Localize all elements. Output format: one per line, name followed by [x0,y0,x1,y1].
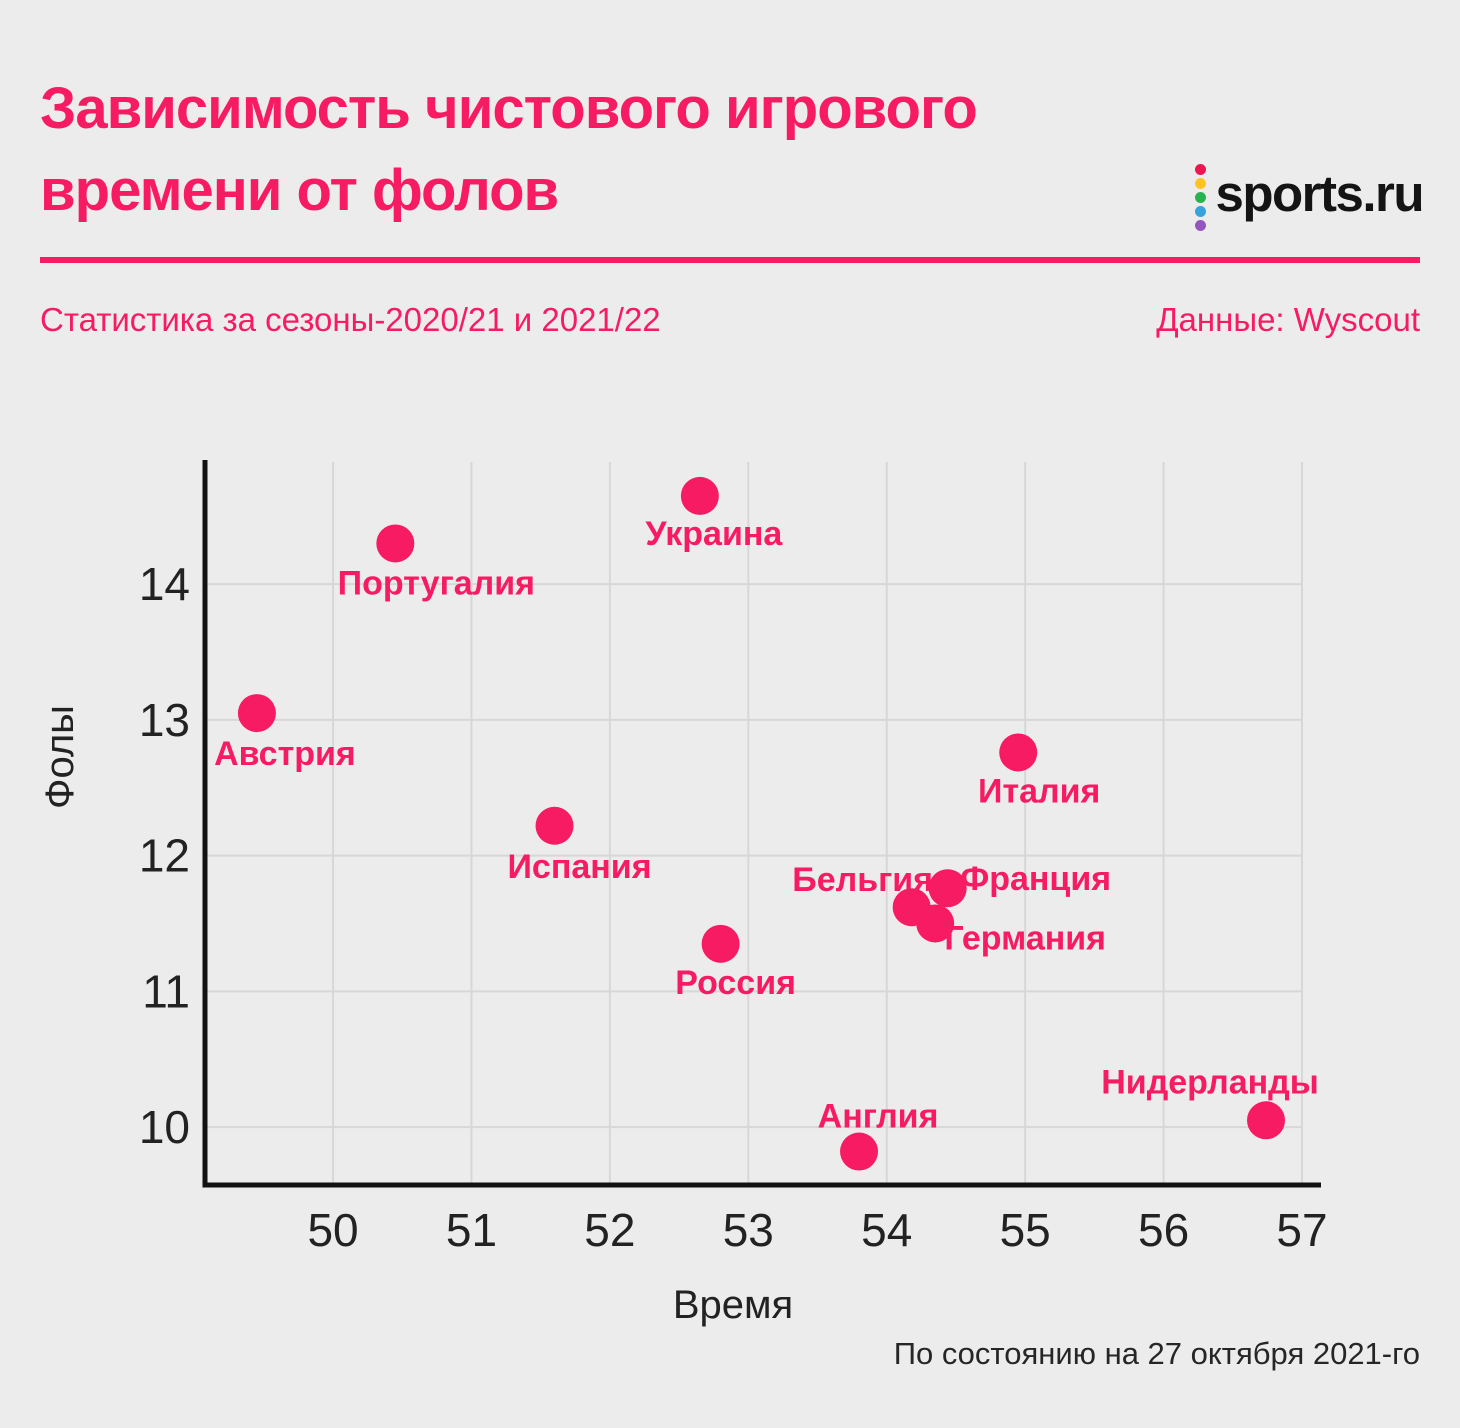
x-tick-label-52: 52 [584,1204,635,1256]
logo-dot-0 [1195,164,1207,175]
x-axis-title: Время [673,1283,793,1327]
data-point-Испания [535,806,574,845]
x-tick-label-54: 54 [861,1204,912,1256]
data-point-label-Англия: Англия [818,1098,939,1136]
data-point-Россия [701,924,740,963]
data-point-label-Франция: Франция [960,860,1111,898]
y-axis-title: Фолы [38,705,82,809]
y-tick-label-13: 13 [139,694,190,746]
y-tick-label-14: 14 [139,558,190,610]
page-title-line2: времени от фолов [40,158,559,223]
logo-dot-1 [1195,178,1207,189]
data-point-label-Нидерланды: Нидерланды [1101,1063,1319,1101]
data-point-label-Австрия: Австрия [214,735,356,773]
footer-note: По состоянию на 27 октября 2021-го [893,1336,1420,1371]
data-point-Нидерланды [1247,1101,1286,1140]
y-tick-label-12: 12 [139,830,190,882]
data-point-label-Украина: Украина [645,515,783,553]
sportsru-logo-text: sports.ru [1215,165,1424,222]
data-point-label-Бельгия: Бельгия [792,861,933,899]
data-point-label-Испания: Испания [507,848,651,886]
x-tick-label-56: 56 [1138,1204,1189,1256]
x-tick-label-53: 53 [723,1204,774,1256]
data-point-Франция [928,869,967,908]
data-point-label-Россия: Россия [675,964,796,1002]
subtitle-source: Данные: Wyscout [1156,301,1420,338]
logo-dot-3 [1195,206,1207,217]
data-point-Германия [916,904,955,943]
data-point-label-Германия: Германия [944,919,1106,957]
page-title: Зависимость чистового игрового времени о… [40,68,978,232]
data-point-Португалия [376,524,415,563]
x-tick-label-50: 50 [307,1204,358,1256]
data-point-Украина [680,476,719,515]
page-title-line1: Зависимость чистового игрового [40,76,978,141]
data-point-label-Италия: Италия [978,772,1100,810]
data-point-label-Португалия: Португалия [338,564,535,602]
subtitle-stats: Статистика за сезоны-2020/21 и 2021/22 [40,301,661,338]
x-tick-label-57: 57 [1276,1204,1327,1256]
divider-line [40,257,1420,263]
x-tick-label-51: 51 [446,1204,497,1256]
data-point-Италия [999,733,1038,772]
y-tick-label-11: 11 [142,965,190,1017]
logo-dot-2 [1195,192,1207,203]
y-tick-label-10: 10 [139,1101,190,1153]
data-point-Англия [840,1132,879,1171]
sportsru-dots-icon [1195,164,1207,231]
x-tick-label-55: 55 [1000,1204,1051,1256]
logo-dot-4 [1195,220,1207,231]
data-point-Австрия [237,694,276,733]
sportsru-logo: sports.ru [1195,160,1424,231]
